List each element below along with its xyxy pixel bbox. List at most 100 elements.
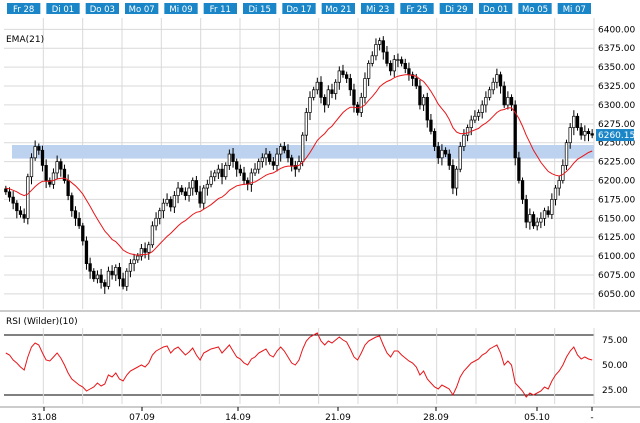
candle-body: [70, 195, 74, 212]
candle: [264, 148, 268, 166]
candle: [165, 193, 169, 207]
candle-body: [396, 59, 400, 61]
candle-body: [44, 165, 48, 181]
candle: [198, 185, 202, 208]
candle: [436, 141, 440, 164]
price-tick-label: 6300.00: [598, 101, 635, 111]
candle-body: [509, 97, 514, 106]
candle: [220, 163, 224, 185]
candle-body: [403, 63, 407, 69]
x-tick-label: 05.10: [524, 413, 550, 423]
x-axis: 31.08 07.09 14.09 21.09 28.09 05.10 -: [31, 407, 594, 423]
candle-body: [26, 176, 30, 219]
date-tab-label: Di 01: [52, 5, 74, 15]
candle: [542, 207, 547, 226]
candle-body: [169, 199, 173, 208]
candle-body: [586, 131, 591, 134]
candle: [227, 149, 232, 170]
candle-body: [517, 157, 521, 181]
price-tick-label: 6325.00: [598, 82, 635, 92]
candle-body: [128, 263, 133, 272]
candle-body: [40, 149, 45, 166]
candle-body: [344, 74, 349, 79]
candle: [231, 148, 235, 168]
candle: [480, 100, 484, 119]
candle-body: [271, 161, 275, 166]
candle-body: [337, 70, 341, 83]
candle-body: [103, 282, 107, 287]
candle-body: [366, 63, 371, 79]
date-tab: [321, 3, 355, 14]
candle: [528, 208, 532, 230]
candle: [355, 101, 360, 116]
candle: [366, 60, 371, 87]
candles: [4, 36, 594, 294]
price-tick-label: 6225.00: [598, 158, 635, 168]
candle: [33, 140, 37, 161]
candle: [4, 185, 8, 195]
candle-body: [268, 153, 272, 162]
candle-body: [238, 168, 243, 174]
candle: [66, 174, 70, 201]
candle-body: [253, 168, 257, 174]
candle: [429, 113, 433, 135]
candle-body: [77, 217, 81, 227]
candle-body: [363, 78, 367, 98]
x-tick-label: -: [590, 413, 593, 423]
candle: [73, 206, 78, 226]
candle: [209, 170, 213, 188]
candle-body: [165, 199, 169, 204]
x-tick-label: 31.08: [31, 413, 57, 423]
candle-body: [440, 149, 444, 159]
candle: [531, 211, 536, 229]
candle: [81, 222, 85, 246]
candle-body: [491, 81, 495, 91]
candle: [125, 268, 129, 291]
price-axis: 6050.00 6075.00 6100.00 6125.00 6150.00 6175.…: [598, 25, 635, 300]
rsi-tick-label: 75.00: [602, 336, 628, 346]
candle: [586, 128, 591, 142]
rsi-tick-label: 50.00: [602, 361, 628, 371]
candle-body: [110, 270, 114, 276]
candle-body: [235, 161, 239, 170]
candle: [22, 208, 26, 223]
candle: [139, 243, 144, 261]
candle: [70, 192, 74, 217]
candle-body: [333, 81, 338, 94]
candle-body: [92, 270, 96, 280]
candle: [59, 158, 63, 177]
candle-body: [568, 127, 572, 144]
candle: [363, 72, 367, 104]
candle-body: [290, 157, 294, 166]
candle: [84, 236, 89, 270]
price-tick-label: 6100.00: [598, 252, 635, 262]
candle: [51, 168, 56, 189]
candle-body: [205, 183, 210, 189]
candle: [202, 185, 206, 210]
candle-body: [348, 78, 352, 91]
candle: [216, 164, 221, 179]
candle-body: [388, 63, 393, 72]
candle-body: [487, 89, 492, 98]
candle: [403, 58, 407, 74]
date-tab: [243, 3, 277, 14]
candle-body: [286, 149, 290, 159]
candle-body: [451, 165, 455, 189]
date-tab-label: Fr 28: [13, 5, 34, 15]
candle-body: [227, 153, 232, 166]
candle-body: [495, 74, 499, 83]
candle: [205, 179, 210, 196]
candle: [451, 159, 455, 195]
candle-body: [323, 97, 327, 106]
candle-body: [282, 146, 286, 151]
candle-body: [355, 104, 360, 113]
candle-body: [579, 127, 583, 136]
candle: [143, 242, 147, 259]
candle: [128, 259, 133, 278]
candle: [572, 110, 576, 136]
candle: [337, 66, 341, 90]
candle-body: [187, 187, 191, 196]
candle: [271, 157, 275, 170]
candle-body: [257, 161, 261, 170]
candle-body: [528, 214, 532, 223]
